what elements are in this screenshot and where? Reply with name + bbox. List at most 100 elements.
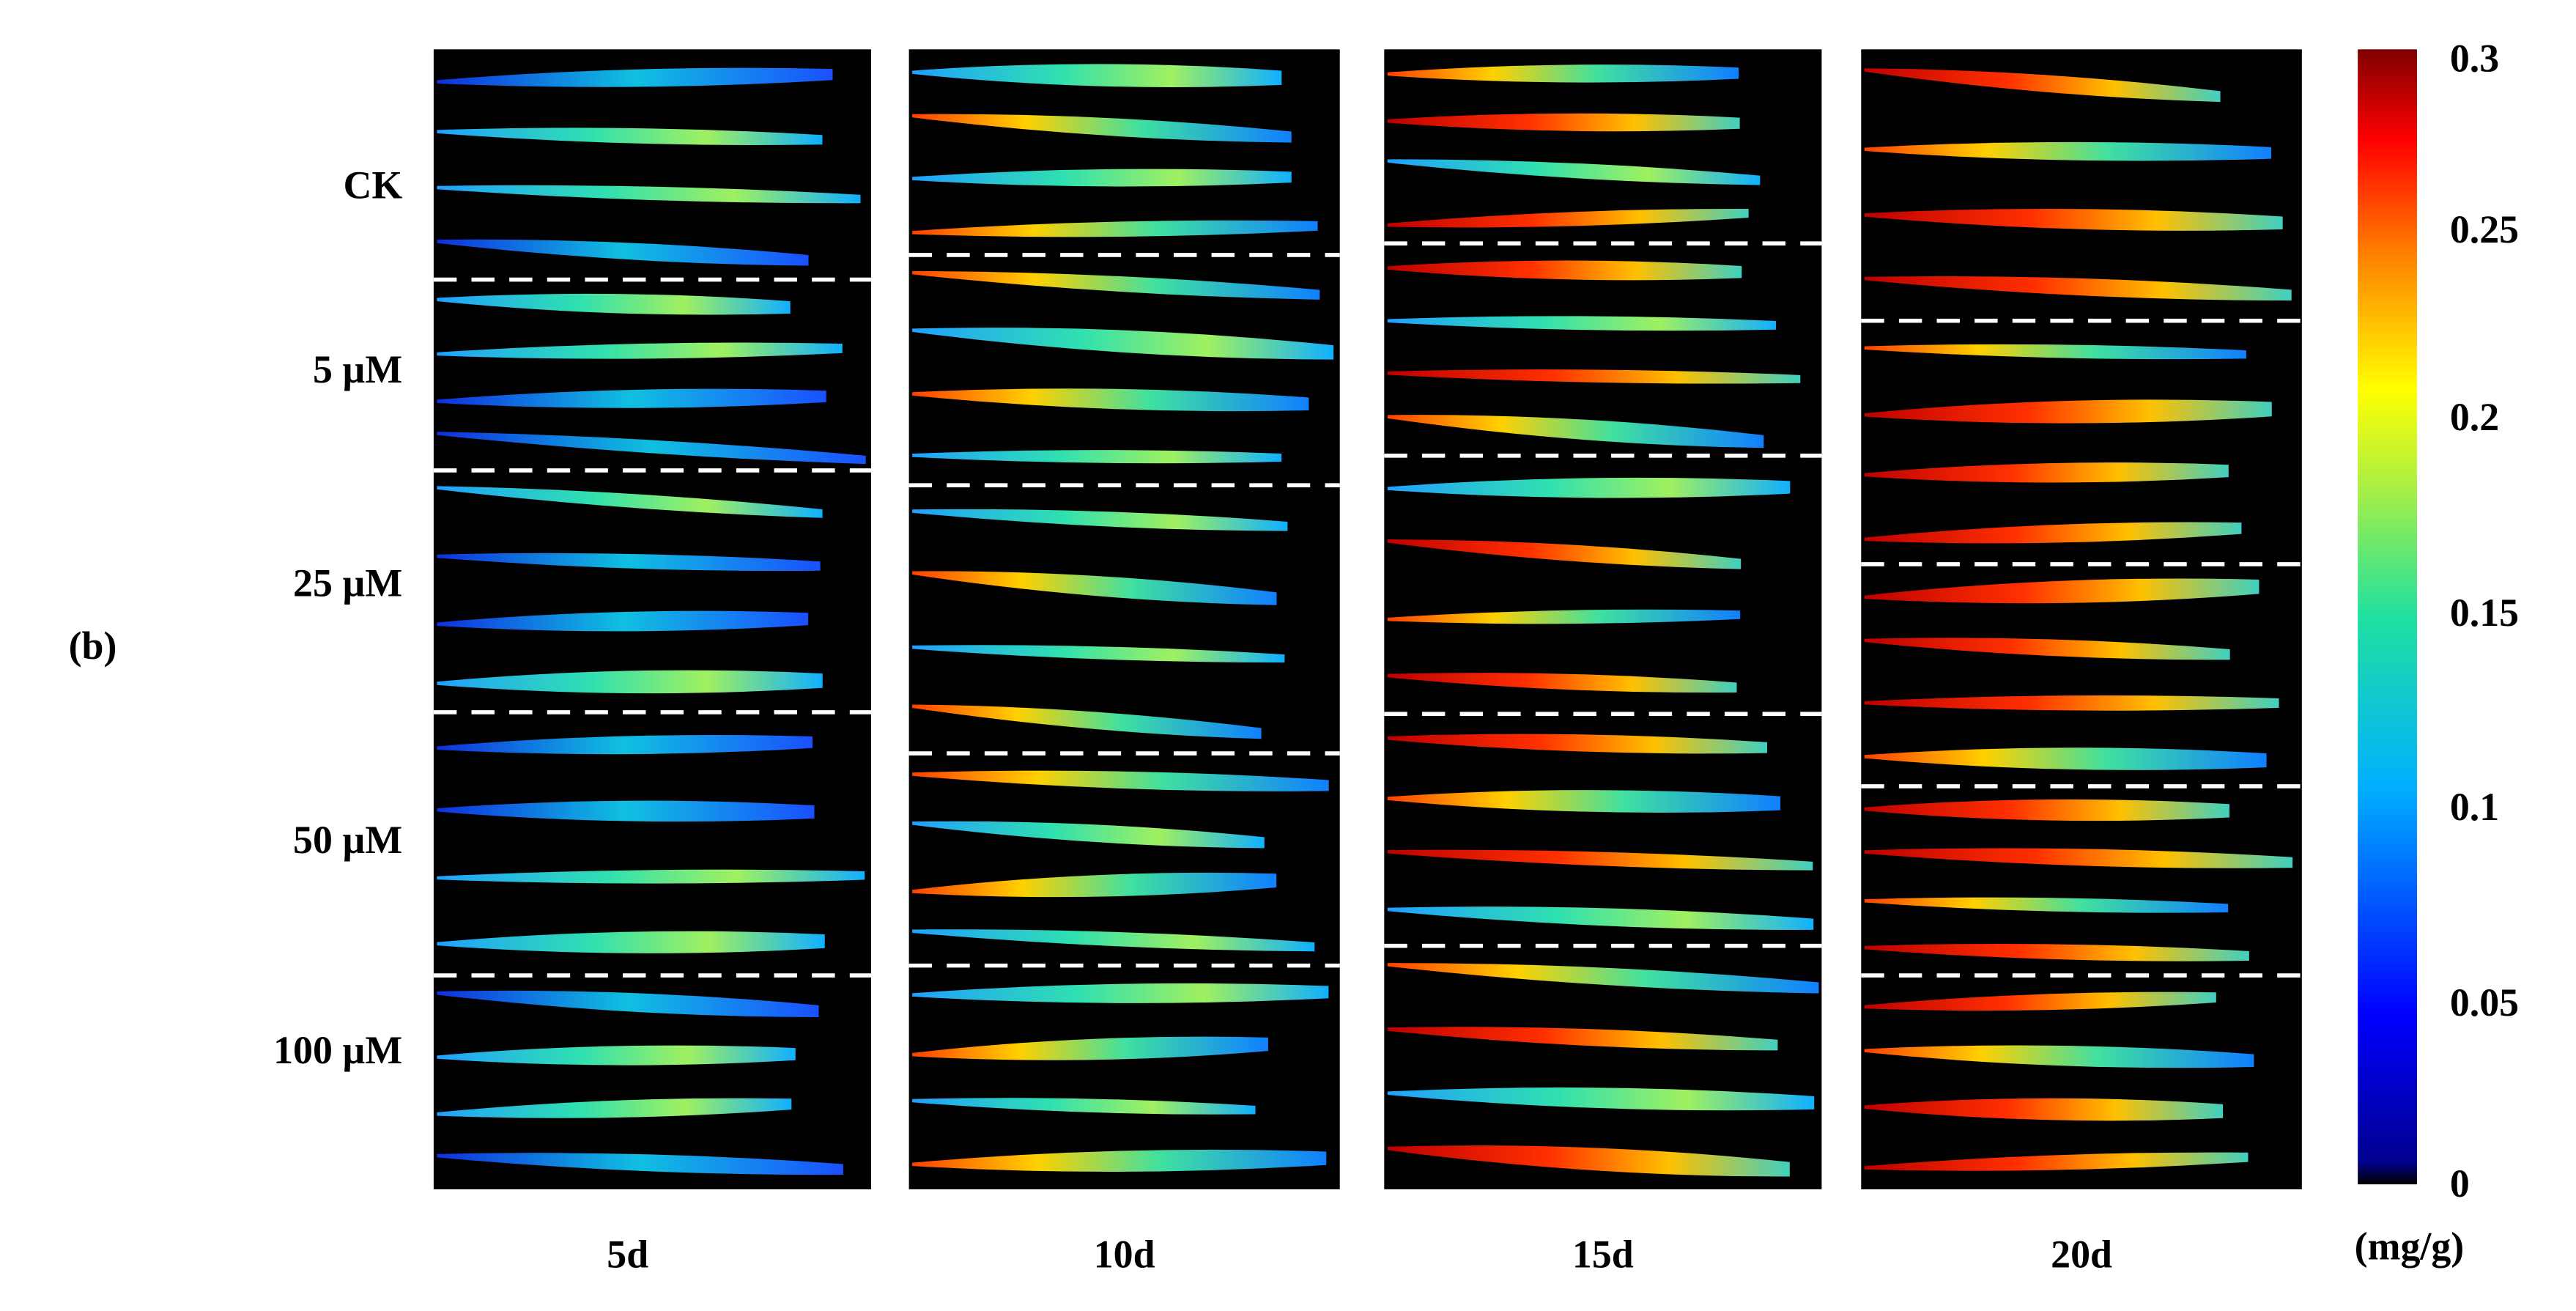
leaf	[437, 670, 823, 694]
leaf	[1387, 260, 1742, 281]
leaf	[437, 239, 809, 266]
leaf	[1864, 462, 2229, 483]
leaf	[1387, 477, 1791, 498]
leaf	[1387, 159, 1761, 185]
column-label: 20d	[2051, 1233, 2112, 1277]
leaf	[912, 704, 1262, 739]
leaf	[437, 1153, 843, 1175]
leaf	[437, 185, 861, 204]
leaf	[1387, 539, 1742, 569]
leaf	[1864, 522, 2242, 544]
leaf	[1864, 897, 2229, 913]
image-panels	[433, 49, 2302, 1189]
leaf	[1387, 609, 1741, 624]
colorbar-tick-label: 0.1	[2450, 785, 2499, 829]
leaf	[1387, 64, 1739, 83]
colorbar-tick-label: 0.05	[2450, 981, 2519, 1024]
leaf	[912, 872, 1277, 898]
leaf	[437, 931, 825, 953]
leaf	[1387, 316, 1777, 331]
leaf	[912, 328, 1334, 360]
leaf	[1864, 399, 2272, 424]
leaf	[1864, 1098, 2224, 1121]
column-label: 5d	[607, 1233, 648, 1277]
leaf	[437, 432, 866, 465]
row-label: 100 µM	[273, 1028, 402, 1072]
leaf	[1387, 906, 1814, 930]
leaf	[437, 990, 819, 1018]
leaf	[912, 645, 1285, 662]
panel-label: (b)	[69, 624, 117, 668]
leaf	[1387, 734, 1768, 754]
leaf	[912, 929, 1315, 952]
leaf	[1864, 344, 2246, 360]
leaf	[1387, 790, 1781, 813]
leaf	[1864, 799, 2229, 821]
leaf	[1864, 638, 2230, 660]
colorbar-tick-label: 0.3	[2450, 37, 2499, 81]
row-label: 50 µM	[293, 818, 402, 862]
leaf	[1864, 578, 2259, 604]
leaf	[1864, 141, 2272, 161]
leaf	[437, 869, 865, 884]
leaf	[1864, 68, 2221, 103]
panel-background	[908, 49, 1340, 1189]
leaf	[437, 1045, 796, 1066]
leaf	[912, 169, 1292, 187]
leaf	[437, 1098, 792, 1118]
leaf	[1387, 849, 1813, 871]
leaf	[1387, 1145, 1790, 1177]
leaf	[1864, 991, 2216, 1011]
leaf	[1387, 209, 1749, 228]
row-label: 25 µM	[293, 561, 402, 605]
colorbar-tick-label: 0.25	[2450, 207, 2519, 251]
leaf	[437, 734, 813, 755]
leaf	[437, 67, 833, 87]
leaf	[437, 293, 791, 315]
leaf	[912, 1098, 1256, 1115]
column-label: 10d	[1094, 1233, 1155, 1277]
leaf	[912, 270, 1320, 300]
leaf	[437, 486, 823, 518]
colorbar-tick-label: 0	[2450, 1162, 2470, 1205]
leaf	[912, 64, 1282, 88]
leaf	[912, 571, 1277, 605]
leaf	[1387, 415, 1764, 448]
leaf	[1864, 276, 2292, 301]
leaf	[1864, 943, 2249, 961]
leaf	[437, 553, 821, 571]
colorbar-unit: (mg/g)	[2355, 1224, 2465, 1268]
leaf	[1864, 747, 2267, 770]
colorbar	[2358, 49, 2417, 1185]
leaf	[912, 1149, 1327, 1172]
leaf	[912, 450, 1282, 464]
leaf	[437, 128, 823, 145]
leaf	[1387, 1027, 1778, 1051]
leaf	[912, 388, 1309, 412]
row-label: CK	[343, 163, 402, 207]
leaf	[1387, 673, 1737, 693]
leaf	[912, 509, 1288, 531]
leaf	[1864, 695, 2279, 711]
colorbar-tick-label: 0.2	[2450, 395, 2499, 439]
leaf	[437, 388, 826, 408]
leaf	[437, 610, 809, 632]
leaf	[912, 821, 1265, 849]
leaf	[1387, 369, 1801, 384]
leaf	[437, 800, 815, 822]
colorbar-tick-label: 0.15	[2450, 591, 2519, 635]
leaf	[1387, 113, 1740, 132]
leaf	[437, 342, 843, 359]
leaf	[912, 220, 1318, 237]
row-label: 5 µM	[313, 347, 402, 391]
leaf	[1864, 208, 2283, 231]
leaf	[1387, 1087, 1815, 1111]
leaf	[1864, 1045, 2254, 1068]
column-label: 15d	[1572, 1233, 1634, 1277]
leaf	[912, 1036, 1268, 1060]
leaf	[1387, 963, 1819, 994]
leaf	[1864, 1152, 2249, 1171]
leaf	[912, 770, 1329, 791]
